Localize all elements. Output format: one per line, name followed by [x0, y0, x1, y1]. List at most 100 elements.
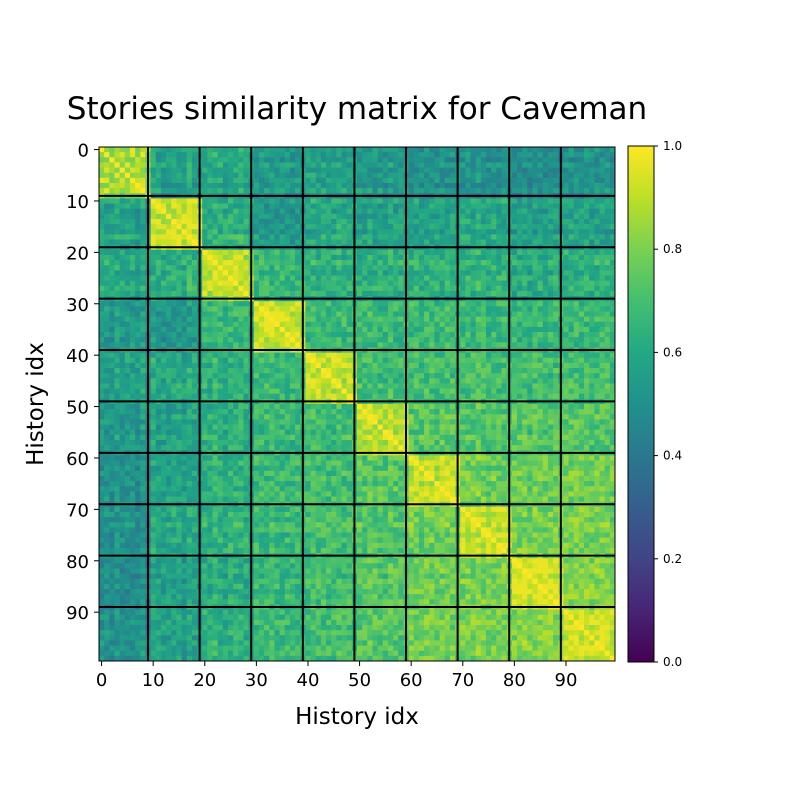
heatmap-cell: [486, 162, 492, 168]
heatmap-cell: [129, 224, 136, 230]
heatmap-cell: [315, 239, 322, 246]
heatmap-cell: [547, 388, 554, 395]
heatmap-cell: [460, 234, 466, 240]
heatmap-cell: [516, 254, 523, 261]
heatmap-cell: [486, 152, 492, 158]
heatmap-cell: [135, 182, 141, 189]
heatmap-cell: [460, 172, 466, 179]
heatmap-cell: [150, 316, 157, 323]
heatmap-cell: [310, 290, 317, 297]
heatmap-cell: [398, 301, 404, 307]
heatmap-cell: [599, 152, 606, 158]
heatmap-cell: [238, 265, 244, 271]
heatmap-cell: [289, 368, 296, 374]
heatmap-cell: [238, 362, 244, 369]
heatmap-cell: [171, 388, 177, 395]
heatmap-cell: [584, 373, 590, 379]
heatmap-cell: [155, 357, 162, 364]
heatmap-cell: [357, 177, 363, 184]
heatmap-cell: [160, 393, 167, 400]
heatmap-cell: [289, 352, 296, 359]
heatmap-cell: [594, 208, 600, 215]
heatmap-cell: [460, 373, 466, 379]
heatmap-cell: [310, 373, 317, 379]
heatmap-cell: [336, 234, 342, 240]
heatmap-cell: [341, 316, 348, 323]
heatmap-cell: [434, 152, 440, 158]
heatmap-cell: [166, 234, 172, 240]
heatmap-cell: [346, 224, 353, 230]
heatmap-cell: [253, 352, 260, 359]
heatmap-cell: [609, 208, 616, 215]
heatmap-cell: [387, 373, 394, 379]
heatmap-cell: [387, 162, 394, 168]
heatmap-cell: [207, 373, 213, 379]
heatmap-cell: [527, 203, 533, 210]
heatmap-cell: [357, 378, 363, 384]
heatmap-cell: [516, 229, 523, 235]
heatmap-cell: [568, 378, 575, 384]
heatmap-cell: [191, 198, 198, 204]
heatmap-cell: [104, 213, 110, 220]
heatmap-cell: [522, 326, 528, 333]
heatmap-cell: [222, 167, 229, 174]
heatmap-cell: [114, 182, 121, 189]
heatmap-cell: [429, 198, 435, 204]
heatmap-cell: [537, 157, 544, 163]
heatmap-cell: [511, 198, 518, 204]
heatmap-cell: [377, 388, 384, 395]
heatmap-cell: [181, 290, 188, 297]
heatmap-cell: [429, 188, 435, 194]
heatmap-cell: [527, 234, 533, 240]
heatmap-cell: [568, 182, 575, 189]
heatmap-cell: [155, 306, 162, 312]
heatmap-cell: [532, 249, 538, 256]
heatmap-cell: [413, 265, 420, 271]
heatmap-cell: [491, 285, 497, 292]
heatmap-cell: [129, 265, 136, 271]
heatmap-cell: [537, 383, 544, 389]
heatmap-cell: [609, 203, 616, 210]
heatmap-cell: [418, 357, 425, 364]
heatmap-cell: [377, 373, 384, 379]
heatmap-cell: [119, 218, 126, 225]
heatmap-cell: [212, 321, 219, 328]
heatmap-cell: [160, 352, 167, 359]
heatmap-cell: [532, 368, 538, 374]
heatmap-cell: [284, 254, 291, 261]
heatmap-cell: [243, 326, 250, 333]
heatmap-cell: [382, 208, 389, 215]
heatmap-cell: [253, 306, 260, 312]
heatmap-cell: [594, 188, 600, 194]
heatmap-cell: [547, 275, 554, 282]
heatmap-cell: [393, 357, 399, 364]
heatmap-cell: [202, 383, 208, 389]
heatmap-cell: [233, 213, 239, 220]
heatmap-cell: [109, 239, 115, 246]
heatmap-cell: [408, 198, 415, 204]
heatmap-cell: [434, 208, 440, 215]
heatmap-cell: [233, 265, 239, 271]
heatmap-cell: [150, 373, 157, 379]
heatmap-cell: [382, 177, 389, 184]
heatmap-cell: [511, 357, 518, 364]
heatmap-cell: [202, 167, 208, 174]
heatmap-cell: [289, 260, 296, 266]
heatmap-cell: [104, 342, 110, 348]
heatmap-cell: [563, 342, 569, 348]
heatmap-cell: [155, 352, 162, 359]
heatmap-cell: [217, 368, 224, 374]
heatmap-cell: [449, 147, 456, 153]
heatmap-cell: [382, 172, 389, 179]
heatmap-cell: [160, 357, 167, 364]
heatmap-cell: [212, 239, 219, 246]
heatmap-cell: [491, 275, 497, 282]
heatmap-cell: [398, 342, 404, 348]
heatmap-cell: [207, 203, 213, 210]
heatmap-cell: [171, 285, 177, 292]
heatmap-cell: [109, 265, 115, 271]
heatmap-cell: [289, 182, 296, 189]
heatmap-cell: [604, 280, 611, 287]
heatmap-cell: [465, 152, 471, 158]
heatmap-cell: [357, 172, 363, 179]
